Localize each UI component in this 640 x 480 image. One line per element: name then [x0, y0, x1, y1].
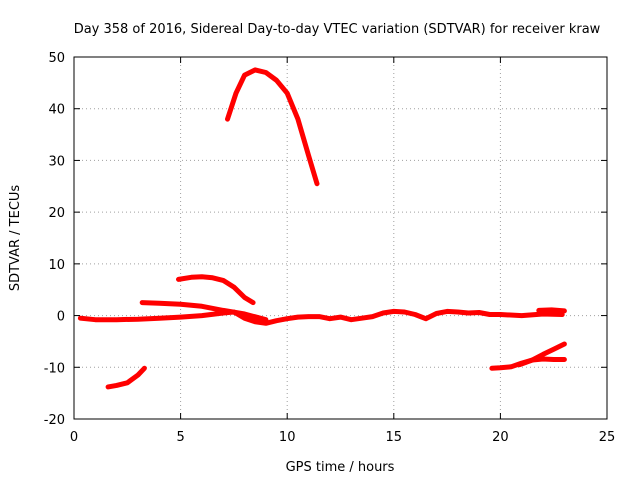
y-tick-label: -10	[44, 361, 65, 376]
series-arc-flat-right	[536, 307, 567, 314]
y-tick-label: 40	[48, 103, 65, 118]
series-arc-mid	[139, 300, 269, 323]
y-tick-label: -20	[44, 413, 65, 428]
series-arc-upper	[176, 274, 256, 306]
series-arc-dip	[105, 365, 147, 390]
chart-title: Day 358 of 2016, Sidereal Day-to-day VTE…	[74, 22, 601, 37]
series-layer	[77, 67, 567, 390]
x-tick-label: 25	[599, 430, 616, 445]
x-tick-label: 0	[70, 430, 78, 445]
axis-ticks	[73, 56, 608, 420]
x-tick-label: 5	[176, 430, 184, 445]
x-tick-label: 15	[386, 430, 403, 445]
y-tick-label: 10	[48, 258, 65, 273]
x-tick-label: 20	[492, 430, 509, 445]
series-arc-main-zero	[77, 308, 565, 326]
series-arc-peak	[225, 67, 320, 187]
y-tick-label: 30	[48, 154, 65, 169]
series-arc-rise-right	[517, 341, 567, 368]
plot-frame	[73, 56, 608, 420]
y-tick-label: 20	[48, 206, 65, 221]
grid	[74, 57, 607, 419]
y-tick-label: 50	[48, 51, 65, 66]
x-axis-label: GPS time / hours	[286, 460, 395, 475]
y-tick-label: 0	[57, 310, 65, 325]
y-axis-label: SDTVAR / TECUs	[8, 185, 23, 292]
x-tick-label: 10	[279, 430, 296, 445]
tick-labels: 0 5 10 15 20 25 -20 -10 0 10 20 30 40 50	[44, 51, 616, 445]
